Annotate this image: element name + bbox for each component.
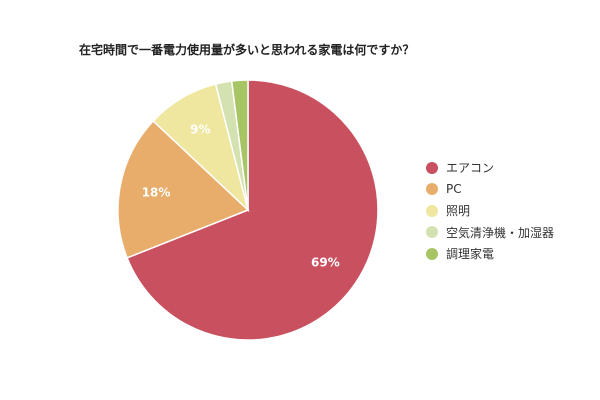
slice-value-label: 69% bbox=[311, 256, 340, 270]
legend-label: エアコン bbox=[446, 161, 495, 176]
legend-label: 照明 bbox=[446, 204, 471, 219]
legend-item: エアコン bbox=[426, 157, 554, 179]
legend-label: PC bbox=[446, 182, 462, 197]
pie-slice-1 bbox=[126, 79, 379, 341]
legend-swatch bbox=[426, 247, 438, 260]
legend-swatch bbox=[426, 161, 438, 174]
legend-swatch bbox=[426, 226, 438, 239]
legend-label: 空気清浄機・加湿器 bbox=[446, 225, 555, 240]
legend-swatch bbox=[426, 183, 438, 196]
legend-item: PC bbox=[426, 179, 554, 201]
pie-slice-2 bbox=[117, 119, 250, 259]
chart-title: 在宅時間で一番電力使用量が多いと思われる家電は何ですか？ bbox=[79, 43, 415, 57]
legend-item: 調理家電 bbox=[426, 243, 554, 265]
slice-value-label: 18% bbox=[142, 185, 171, 199]
legend: エアコン PC 照明空気清浄機・加湿器 調理家電 bbox=[426, 157, 554, 265]
legend-item: 空気清浄機・加湿器 bbox=[426, 222, 554, 244]
legend-swatch bbox=[426, 204, 438, 217]
legend-label: 調理家電 bbox=[446, 247, 495, 262]
slice-value-label: 9% bbox=[190, 122, 210, 136]
legend-item: 照明 bbox=[426, 200, 554, 222]
pie-slice-5 bbox=[230, 79, 249, 211]
